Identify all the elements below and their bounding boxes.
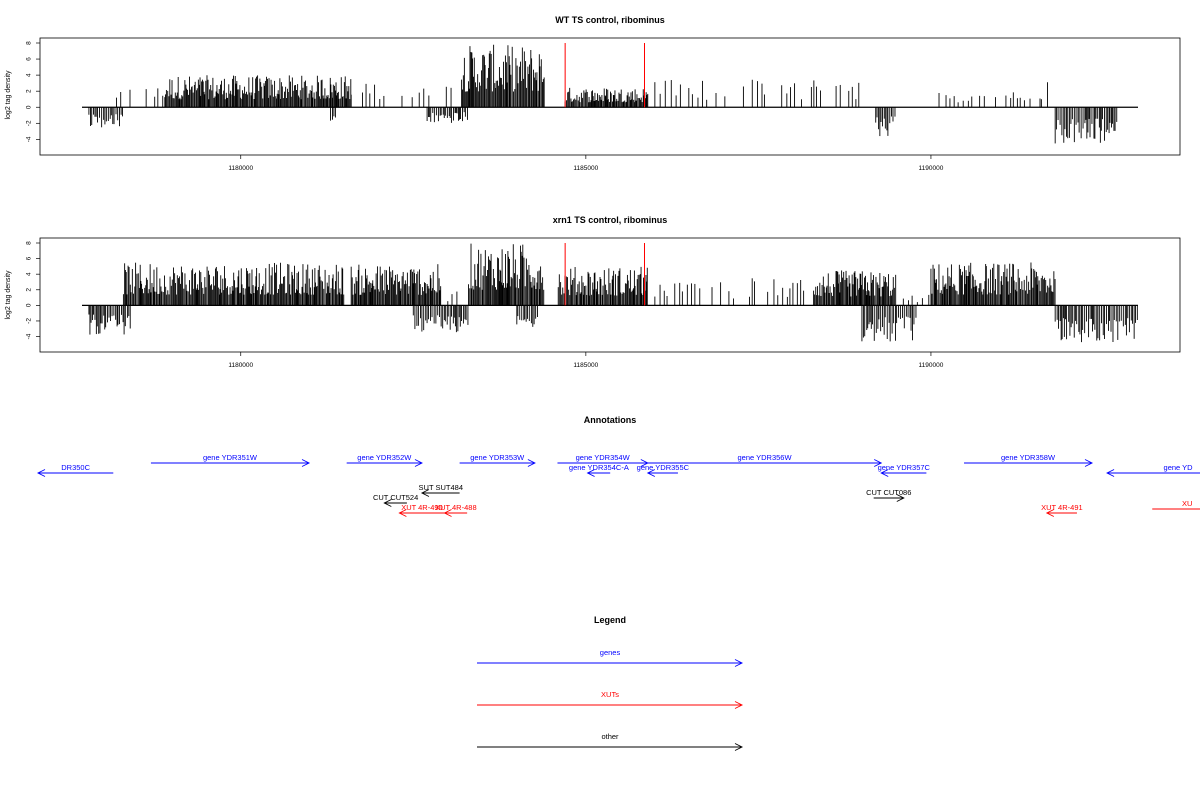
wt-ytick-label: -2 [26, 120, 33, 126]
legend-label: other [601, 732, 619, 741]
arrowhead-right-icon [896, 494, 905, 502]
arrowhead-left-icon [646, 469, 656, 477]
arrowhead-right-icon [734, 659, 744, 667]
annotation-gene-feature: DR350C [36, 463, 114, 477]
wt-track-bars [82, 43, 1138, 144]
annotation-gene-feature: gene YDR357C [878, 463, 931, 477]
annotation-gene-feature: gene YDR354C-A [569, 463, 629, 477]
annotation-label: gene YDR354W [576, 453, 631, 462]
arrowhead-left-icon [443, 509, 452, 517]
annotation-other-feature: SUT SUT484 [419, 483, 463, 497]
annotation-label: DR350C [61, 463, 90, 472]
annotation-XUT-feature: XUT 4R-491 [1041, 503, 1083, 517]
xrn1-track-bars [82, 243, 1138, 343]
wt-ytick-label: 2 [26, 89, 33, 93]
arrowhead-right-icon [734, 701, 744, 709]
annotation-label: SUT SUT484 [419, 483, 463, 492]
arrowhead-left-icon [420, 489, 430, 497]
legend-item: other [477, 732, 744, 751]
annotation-gene-feature: gene YDR356W [647, 453, 883, 467]
arrowhead-right-icon [527, 459, 536, 467]
arrowhead-right-icon [301, 459, 311, 467]
xrn1-track-title: xrn1 TS control, ribominus [553, 215, 668, 225]
annotation-gene-feature: gene YDR358W [964, 453, 1094, 467]
xrn1-track-panel: xrn1 TS control, ribominus log2 tag dens… [5, 215, 1181, 369]
xrn1-ytick-label: 0 [26, 303, 33, 307]
legend-item: XUTs [477, 690, 744, 709]
wt-ytick-label: 6 [26, 57, 33, 61]
arrowhead-left-icon [586, 469, 595, 477]
annotation-label: XU [1182, 499, 1192, 508]
annotations-title: Annotations [584, 415, 637, 425]
annotation-label: gene YDR353W [470, 453, 525, 462]
wt-xtick-label: 1185000 [573, 165, 598, 172]
wt-track-axes: -4 -2 0 2 4 6 8 1180000 1185000 1190000 [26, 37, 1181, 172]
arrowhead-right-icon [874, 459, 883, 467]
arrowhead-left-icon [880, 469, 889, 477]
arrowhead-right-icon [734, 743, 744, 751]
annotation-XUT-feature: XUT 4R-490 [398, 503, 445, 517]
wt-ytick-label: 0 [26, 105, 33, 109]
annotation-label: CUT CUT524 [373, 493, 418, 502]
wt-ytick-label: 4 [26, 73, 33, 77]
xrn1-xtick-label: 1180000 [228, 362, 253, 369]
annotation-XUT-feature: XUT 4R-488 [435, 503, 477, 517]
xrn1-plot-frame [39, 237, 1181, 353]
legend-item: genes [477, 648, 744, 667]
annotation-label: gene YDR351W [203, 453, 258, 462]
annotation-features: DR350C gene YDR351W gene YDR352W gene YDR35… [36, 453, 1200, 517]
wt-ytick-label: 8 [26, 41, 33, 45]
wt-track-ylabel: log2 tag density [5, 70, 12, 120]
arrowhead-left-icon [1045, 509, 1055, 517]
xrn1-ytick-label: 2 [26, 288, 33, 292]
annotations-panel: Annotations DR350C gene YDR351W gene YDR35… [36, 415, 1200, 517]
wt-track-panel: WT TS control, ribominus log2 tag densit… [5, 15, 1181, 172]
legend-label: XUTs [601, 690, 619, 699]
annotation-gene-feature: gene YDR352W [346, 453, 423, 467]
annotation-XUT-feature: XU [1152, 499, 1200, 510]
annotation-gene-feature: gene YD [1106, 463, 1200, 477]
arrowhead-right-icon [1084, 459, 1094, 467]
annotation-label: XUT 4R-491 [1041, 503, 1083, 512]
annotation-gene-feature: gene YDR351W [150, 453, 311, 467]
annotation-label: gene YDR354C-A [569, 463, 629, 472]
legend-panel: Legend genes XUTs other [477, 615, 744, 751]
annotation-other-feature: CUT CUT086 [866, 488, 911, 502]
xrn1-ytick-label: 4 [26, 272, 33, 276]
annotation-label: gene YD [1164, 463, 1194, 472]
legend-title: Legend [594, 615, 626, 625]
annotation-label: gene YDR352W [357, 453, 412, 462]
xrn1-xtick-label: 1190000 [919, 362, 944, 369]
arrowhead-left-icon [1106, 469, 1115, 477]
xrn1-track-axes: -4 -2 0 2 4 6 8 1180000 1185000 1190000 [26, 237, 1181, 369]
wt-ytick-label: -4 [26, 136, 33, 142]
wt-xtick-label: 1180000 [228, 165, 253, 172]
legend-label: genes [600, 648, 621, 657]
annotation-label: gene YDR357C [878, 463, 931, 472]
annotation-label: XUT 4R-488 [435, 503, 477, 512]
xrn1-ytick-label: 6 [26, 256, 33, 260]
annotation-label: gene YDR358W [1001, 453, 1056, 462]
xrn1-ytick-label: -4 [26, 333, 33, 339]
wt-xtick-label: 1190000 [919, 165, 944, 172]
annotation-label: gene YDR355C [637, 463, 690, 472]
arrowhead-left-icon [398, 509, 407, 517]
annotation-label: XUT 4R-490 [401, 503, 443, 512]
arrowhead-right-icon [414, 459, 423, 467]
annotation-other-feature: CUT CUT524 [373, 493, 418, 507]
xrn1-xtick-label: 1185000 [573, 362, 598, 369]
arrowhead-left-icon [383, 499, 392, 507]
xrn1-ytick-label: 8 [26, 241, 33, 245]
annotation-label: gene YDR356W [737, 453, 792, 462]
legend-items: genes XUTs other [477, 648, 744, 751]
arrowhead-left-icon [36, 469, 46, 477]
xrn1-track-ylabel: log2 tag density [5, 270, 12, 320]
annotation-gene-feature: gene YDR355C [637, 463, 690, 477]
xrn1-ytick-label: -2 [26, 318, 33, 324]
annotation-gene-feature: gene YDR353W [459, 453, 536, 467]
wt-track-title: WT TS control, ribominus [555, 15, 665, 25]
wt-plot-frame [39, 37, 1181, 156]
annotation-label: CUT CUT086 [866, 488, 911, 497]
